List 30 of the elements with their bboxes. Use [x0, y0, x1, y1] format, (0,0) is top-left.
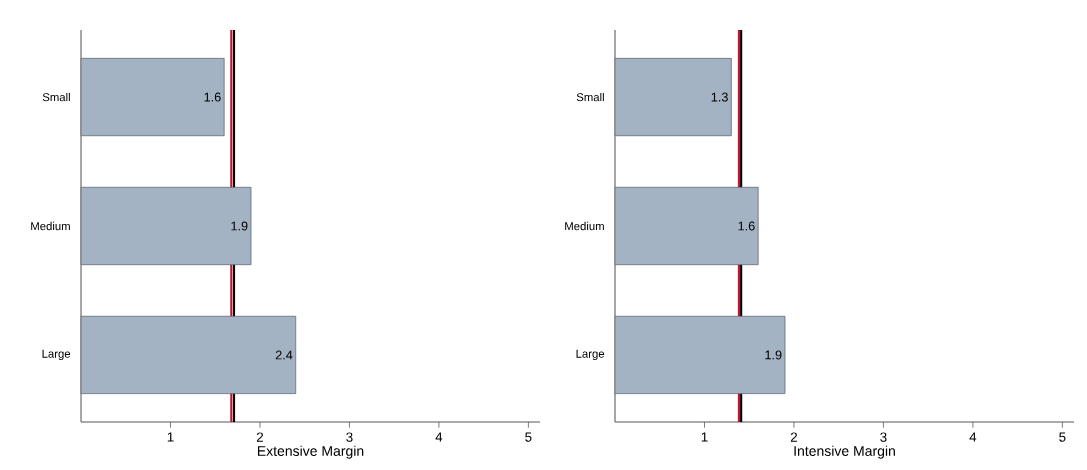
x-tick-label: 3: [346, 432, 353, 442]
x-tick-label: 1: [167, 432, 174, 442]
x-tick-label: 4: [969, 432, 977, 442]
bar: [80, 57, 225, 137]
x-tick-label: 2: [790, 432, 797, 442]
bar: [614, 315, 786, 395]
data-label: 2.4: [275, 350, 293, 360]
x-tick-label: 4: [435, 432, 443, 442]
bar: [614, 186, 759, 266]
bar: [80, 186, 252, 266]
y-tick-label: Medium: [31, 221, 70, 231]
x-tick-label: 2: [256, 432, 264, 442]
bar: [80, 315, 297, 395]
data-label: 1.9: [765, 350, 782, 360]
x-tick-label: 3: [880, 432, 887, 442]
data-label: 1.6: [204, 92, 221, 102]
x-tick-label: 5: [1059, 432, 1066, 442]
x-axis-title: Extensive Margin: [257, 445, 364, 459]
x-tick-label: 1: [701, 432, 708, 442]
bar: [614, 57, 732, 137]
x-tick-label: 5: [525, 432, 532, 442]
y-tick-label: Medium: [565, 221, 604, 231]
data-label: 1.6: [738, 221, 755, 231]
y-tick-label: Large: [576, 349, 605, 360]
y-tick-label: Small: [576, 92, 604, 102]
data-label: 1.9: [231, 221, 248, 231]
y-tick-label: Large: [42, 349, 71, 360]
data-label: 1.3: [711, 92, 728, 102]
y-tick-label: Small: [42, 92, 70, 102]
x-axis-title: Intensive Margin: [794, 445, 895, 459]
